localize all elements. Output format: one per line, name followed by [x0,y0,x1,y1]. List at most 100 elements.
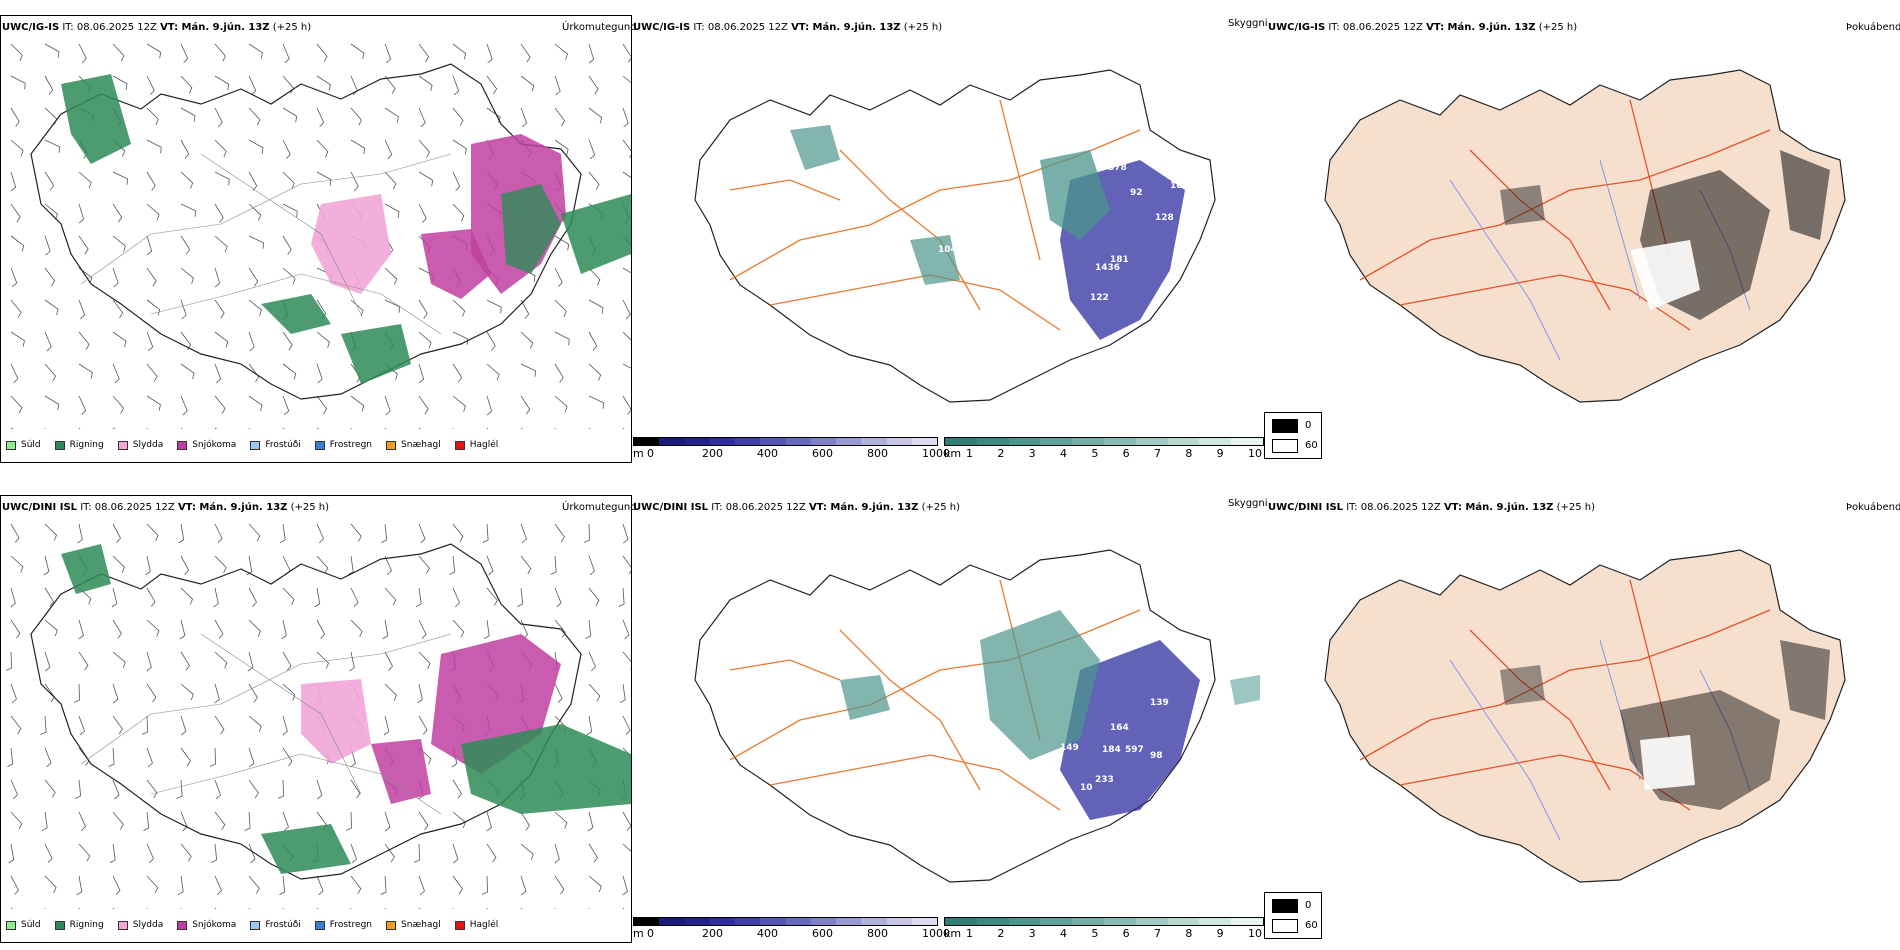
legend-label: Snjókoma [192,920,237,930]
map-number: 122 [1090,293,1109,303]
wind-barb [112,171,128,185]
wind-barb [418,555,430,574]
wind-barb [177,875,184,896]
wind-barb [520,107,528,128]
map-number: 185 [1170,181,1189,191]
wind-barb [452,779,462,799]
wind-barb [452,907,454,909]
wind-barb [40,715,47,735]
wind-barb [77,523,83,544]
wind-barb [44,651,51,672]
lead-time: (+25 h) [1556,502,1596,513]
lead-time: (+25 h) [903,22,943,33]
wind-barb [418,907,421,909]
wind-barb [248,363,260,383]
wind-barb [108,747,115,767]
colorbar-tick-label: 800 [867,927,888,940]
wind-barb [384,683,397,701]
lead-time: (+25 h) [1538,22,1578,33]
colorbar-tick-label: 3 [1028,927,1036,940]
wind-barb [417,683,423,704]
wind-barb [418,203,427,223]
wind-barb [179,619,186,640]
wind-barb [316,779,323,800]
wind-barb [214,235,228,253]
wind-barb [554,395,568,413]
wind-barb [418,75,433,92]
wind-barb [622,299,631,319]
wind-barb [588,267,601,286]
fog-label-high: 60 [1305,920,1318,931]
wind-barb [314,587,321,608]
map-number: 164 [1110,723,1129,733]
wind-barb [520,907,523,909]
wind-barb [214,331,229,348]
wind-barb [520,395,531,415]
wind-barb [44,427,46,429]
wind-barb [452,395,466,412]
wind-barb [520,555,532,574]
wind-barb [383,715,390,736]
wind-barb [248,203,262,221]
wind-barb [279,523,286,544]
panel-header: UWC/IG-IS IT: 08.06.2025 12Z VT: Mán. 9.… [633,22,942,33]
wind-barb [316,619,325,639]
fog-medium-area [1500,665,1545,705]
wind-barb [622,907,625,909]
wind-barb [112,43,125,62]
wind-barb [112,619,122,639]
wind-barb [146,75,155,95]
wind-barb [622,427,625,429]
wind-barb [554,299,567,317]
wind-barb [180,683,194,701]
colorbar-segment [1135,438,1168,445]
wind-barb [180,139,190,159]
wind-barb [316,907,319,909]
wind-barb [482,523,489,543]
wind-barb [316,75,331,91]
wind-barb [282,907,284,909]
legend-label: Snæhagl [401,920,441,930]
valid-time: VT: Mán. 9.jún. 13Z [177,502,288,513]
wind-barb [381,523,388,544]
wind-barb [486,587,498,606]
map-number: 181 [1110,255,1129,265]
wind-barb [78,43,87,63]
wind-barb [622,843,631,852]
wind-barb [622,875,628,896]
legend-swatch [250,440,261,450]
legend-item: Haglél [454,440,498,450]
wind-barb [44,587,54,607]
wind-barb [112,683,119,704]
wind-barb [520,363,536,377]
wind-barb [622,139,631,159]
rain-area-2 [261,824,351,874]
wind-barb [282,651,292,671]
legend-label: Snjókoma [192,440,237,450]
wind-barb [78,267,93,284]
wind-barb [588,843,598,863]
iceland-coastline [694,549,1216,883]
wind-barb [248,43,263,59]
wind-barb [44,619,58,637]
wind-barb [452,171,461,192]
wind-barb [44,523,57,541]
colorbar-segment [709,438,735,445]
wind-barb [112,363,120,384]
road-lines [80,633,452,815]
wind-barb [622,107,629,128]
wind-barb [180,427,183,429]
wind-barb [588,427,591,429]
wind-barb [486,811,492,832]
legend-swatch [386,440,397,450]
wind-barb [520,43,531,63]
wind-barb [588,651,596,672]
colorbar-tick-label: 1000 [922,447,950,460]
colorbar-tick-label: 400 [757,447,778,460]
wind-barb [180,651,190,671]
wind-barb [214,651,228,669]
wind-barb [588,683,601,702]
fog-medium-area-2 [1780,150,1830,240]
colorbar-tick-label: 8 [1185,447,1193,460]
colorbar-segment [1231,918,1263,925]
